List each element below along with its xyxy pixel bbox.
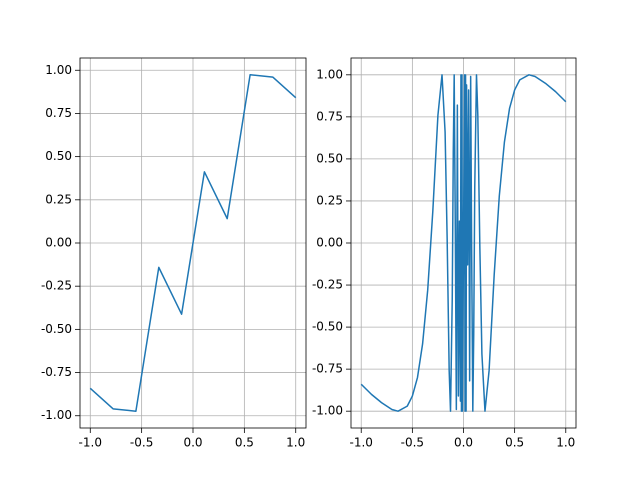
y-tick-label: 0.75 xyxy=(316,109,343,123)
data-line xyxy=(360,74,567,412)
axes-frame xyxy=(350,57,577,429)
x-tick-label: -1.0 xyxy=(79,436,102,450)
y-tick-label: 1.00 xyxy=(316,67,343,81)
x-tick-label: 0.5 xyxy=(505,436,524,450)
y-tick-label: -1.00 xyxy=(312,404,343,418)
y-tick-label: -0.75 xyxy=(312,362,343,376)
x-tick-label: 1.0 xyxy=(286,436,305,450)
x-tick-label: 1.0 xyxy=(556,436,575,450)
y-tick-label: 0.50 xyxy=(316,151,343,165)
x-tick-label: -0.5 xyxy=(130,436,153,450)
x-tick-label: -0.5 xyxy=(401,436,424,450)
y-tick-label: -0.50 xyxy=(312,320,343,334)
y-tick-label: 0.25 xyxy=(45,192,72,206)
y-tick-label: -0.25 xyxy=(41,279,72,293)
y-tick-label: -0.50 xyxy=(41,322,72,336)
data-line xyxy=(89,74,297,412)
y-tick-label: 1.00 xyxy=(45,63,72,77)
x-tick-label: 0.0 xyxy=(183,436,202,450)
x-tick-label: 0.0 xyxy=(454,436,473,450)
y-tick-label: -1.00 xyxy=(41,408,72,422)
y-tick-label: 0.75 xyxy=(45,106,72,120)
y-tick-label: 0.25 xyxy=(316,193,343,207)
x-tick-label: -1.0 xyxy=(350,436,373,450)
axes-frame xyxy=(79,57,307,429)
y-tick-label: 0.00 xyxy=(45,236,72,250)
y-tick-label: 0.50 xyxy=(45,149,72,163)
x-tick-label: 0.5 xyxy=(235,436,254,450)
y-tick-label: -0.75 xyxy=(41,365,72,379)
y-tick-label: 0.00 xyxy=(316,236,343,250)
y-tick-label: -0.25 xyxy=(312,278,343,292)
